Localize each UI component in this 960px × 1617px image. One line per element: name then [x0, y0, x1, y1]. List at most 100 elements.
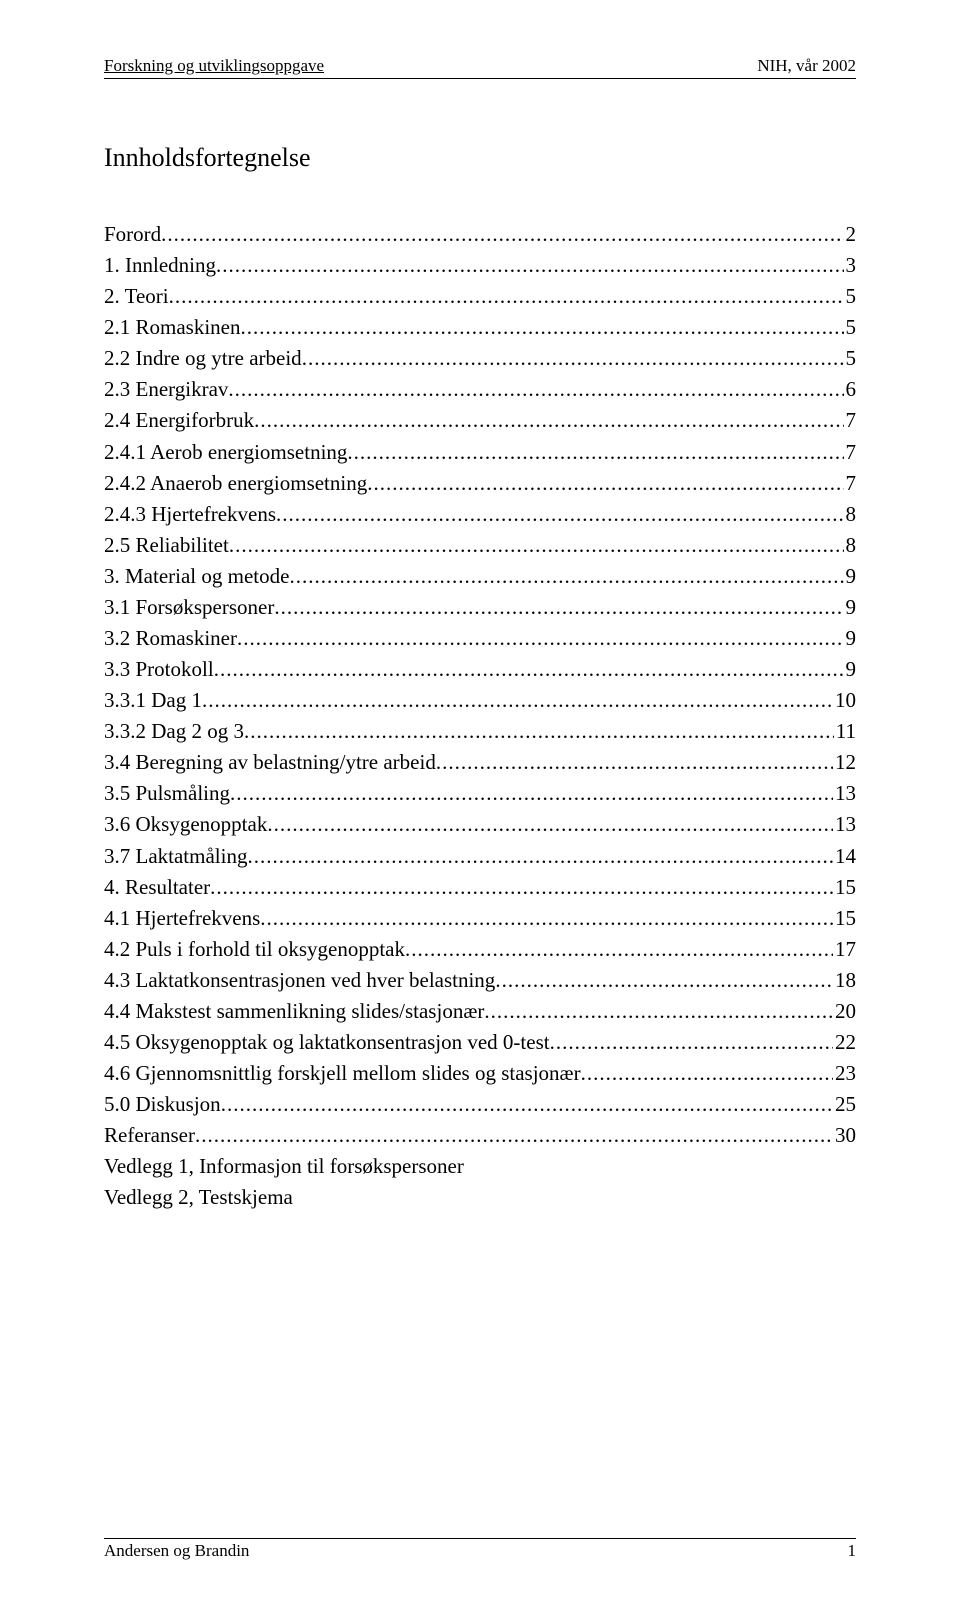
toc-entry-label: 4.3 Laktatkonsentrasjonen ved hver belas…: [104, 965, 495, 996]
page-footer: Andersen og Brandin 1: [104, 1538, 856, 1561]
footer-page-number: 1: [848, 1541, 857, 1561]
toc-entry-page: 13: [833, 809, 856, 840]
toc-entry: 3.4 Beregning av belastning/ytre arbeid1…: [104, 747, 856, 778]
appendix-line: Vedlegg 1, Informasjon til forsøksperson…: [104, 1151, 856, 1182]
toc-entry-label: 3.3.2 Dag 2 og 3: [104, 716, 244, 747]
toc-entry: 2.4 Energiforbruk7: [104, 405, 856, 436]
toc-entry: 2.5 Reliabilitet8: [104, 530, 856, 561]
toc-leader-dots: [228, 374, 843, 405]
toc-entry-label: 5.0 Diskusjon: [104, 1089, 221, 1120]
toc-entry-page: 12: [833, 747, 856, 778]
toc-entry-page: 5: [844, 312, 857, 343]
toc-leader-dots: [550, 1027, 833, 1058]
toc-leader-dots: [254, 405, 843, 436]
toc-entry-label: 4.2 Puls i forhold til oksygenopptak: [104, 934, 405, 965]
toc-leader-dots: [347, 437, 843, 468]
toc-entry: 3. Material og metode 9: [104, 561, 856, 592]
toc-entry-label: 4.6 Gjennomsnittlig forskjell mellom sli…: [104, 1058, 581, 1089]
toc-entry-label: Referanser: [104, 1120, 195, 1151]
toc-leader-dots: [169, 281, 844, 312]
toc-entry-label: 2. Teori: [104, 281, 169, 312]
toc-entry-label: 3.5 Pulsmåling: [104, 778, 230, 809]
toc-entry-page: 3: [844, 250, 857, 281]
toc-entry: 4.1 Hjertefrekvens15: [104, 903, 856, 934]
toc-leader-dots: [260, 903, 833, 934]
toc-entry-label: 1. Innledning: [104, 250, 216, 281]
toc-entry-label: 2.4.1 Aerob energiomsetning: [104, 437, 347, 468]
toc-entry-label: Forord: [104, 219, 161, 250]
toc-leader-dots: [274, 592, 843, 623]
toc-entry-page: 25: [833, 1089, 856, 1120]
toc-entry: Referanser30: [104, 1120, 856, 1151]
toc-leader-dots: [210, 872, 833, 903]
toc-entry: 2.3 Energikrav 6: [104, 374, 856, 405]
toc-entry-page: 23: [833, 1058, 856, 1089]
footer-left: Andersen og Brandin: [104, 1541, 249, 1561]
toc-entry-label: 2.4.3 Hjertefrekvens: [104, 499, 276, 530]
toc-entry-page: 22: [833, 1027, 856, 1058]
toc-entry: 4. Resultater 15: [104, 872, 856, 903]
toc-entry-label: 2.2 Indre og ytre arbeid: [104, 343, 302, 374]
toc-entry: 2.4.3 Hjertefrekvens8: [104, 499, 856, 530]
toc-leader-dots: [221, 1089, 833, 1120]
document-page: Forskning og utviklingsoppgave NIH, vår …: [0, 0, 960, 1617]
toc-entry-label: 3.7 Laktatmåling: [104, 841, 247, 872]
toc-entry: 3.5 Pulsmåling 13: [104, 778, 856, 809]
toc-entry-page: 13: [833, 778, 856, 809]
toc-entry: 2.1 Romaskinen 5: [104, 312, 856, 343]
page-header: Forskning og utviklingsoppgave NIH, vår …: [104, 56, 856, 79]
toc-entry-page: 15: [833, 872, 856, 903]
toc-list: Forord21. Innledning32. Teori52.1 Romask…: [104, 219, 856, 1151]
toc-entry-label: 3. Material og metode: [104, 561, 289, 592]
toc-entry: 3.7 Laktatmåling14: [104, 841, 856, 872]
toc-entry: 1. Innledning 3: [104, 250, 856, 281]
toc-entry-label: 4.1 Hjertefrekvens: [104, 903, 260, 934]
toc-entry-label: 4. Resultater: [104, 872, 210, 903]
toc-entry: 4.3 Laktatkonsentrasjonen ved hver belas…: [104, 965, 856, 996]
toc-entry-page: 9: [844, 561, 857, 592]
toc-entry-page: 11: [834, 716, 856, 747]
toc-leader-dots: [214, 654, 844, 685]
toc-leader-dots: [216, 250, 844, 281]
toc-entry-label: 3.1 Forsøkspersoner: [104, 592, 274, 623]
toc-entry-page: 10: [833, 685, 856, 716]
toc-entry-page: 2: [844, 219, 857, 250]
toc-leader-dots: [495, 965, 833, 996]
toc-entry-label: 3.3.1 Dag 1: [104, 685, 202, 716]
toc-entry: 3.2 Romaskiner9: [104, 623, 856, 654]
toc-entry: 3.3.2 Dag 2 og 3 11: [104, 716, 856, 747]
toc-entry: 5.0 Diskusjon 25: [104, 1089, 856, 1120]
toc-leader-dots: [195, 1120, 833, 1151]
toc-entry-page: 18: [833, 965, 856, 996]
toc-leader-dots: [244, 716, 834, 747]
toc-leader-dots: [302, 343, 844, 374]
toc-entry-page: 17: [833, 934, 856, 965]
toc-entry: Forord 2: [104, 219, 856, 250]
toc-entry-page: 6: [844, 374, 857, 405]
toc-entry: 4.6 Gjennomsnittlig forskjell mellom sli…: [104, 1058, 856, 1089]
toc-leader-dots: [241, 312, 844, 343]
toc-entry-label: 2.3 Energikrav: [104, 374, 228, 405]
toc-entry-page: 7: [844, 437, 857, 468]
toc-entry-page: 9: [844, 654, 857, 685]
toc-entry-label: 3.3 Protokoll: [104, 654, 214, 685]
toc-leader-dots: [230, 778, 833, 809]
toc-leader-dots: [367, 468, 843, 499]
toc-leader-dots: [405, 934, 833, 965]
toc-entry: 2.4.2 Anaerob energiomsetning7: [104, 468, 856, 499]
toc-entry: 2. Teori 5: [104, 281, 856, 312]
toc-entry-page: 7: [844, 405, 857, 436]
toc-entry: 3.3.1 Dag 1 10: [104, 685, 856, 716]
toc-title: Innholdsfortegnelse: [104, 143, 856, 173]
toc-entry-label: 4.5 Oksygenopptak og laktatkonsentrasjon…: [104, 1027, 550, 1058]
toc-entry-page: 7: [844, 468, 857, 499]
toc-entry-label: 2.5 Reliabilitet: [104, 530, 229, 561]
toc-entry-label: 2.1 Romaskinen: [104, 312, 241, 343]
toc-entry: 4.2 Puls i forhold til oksygenopptak 17: [104, 934, 856, 965]
toc-entry: 2.2 Indre og ytre arbeid5: [104, 343, 856, 374]
toc-leader-dots: [289, 561, 843, 592]
toc-leader-dots: [276, 499, 843, 530]
toc-leader-dots: [229, 530, 844, 561]
toc-entry: 3.3 Protokoll 9: [104, 654, 856, 685]
toc-entry-page: 5: [844, 281, 857, 312]
